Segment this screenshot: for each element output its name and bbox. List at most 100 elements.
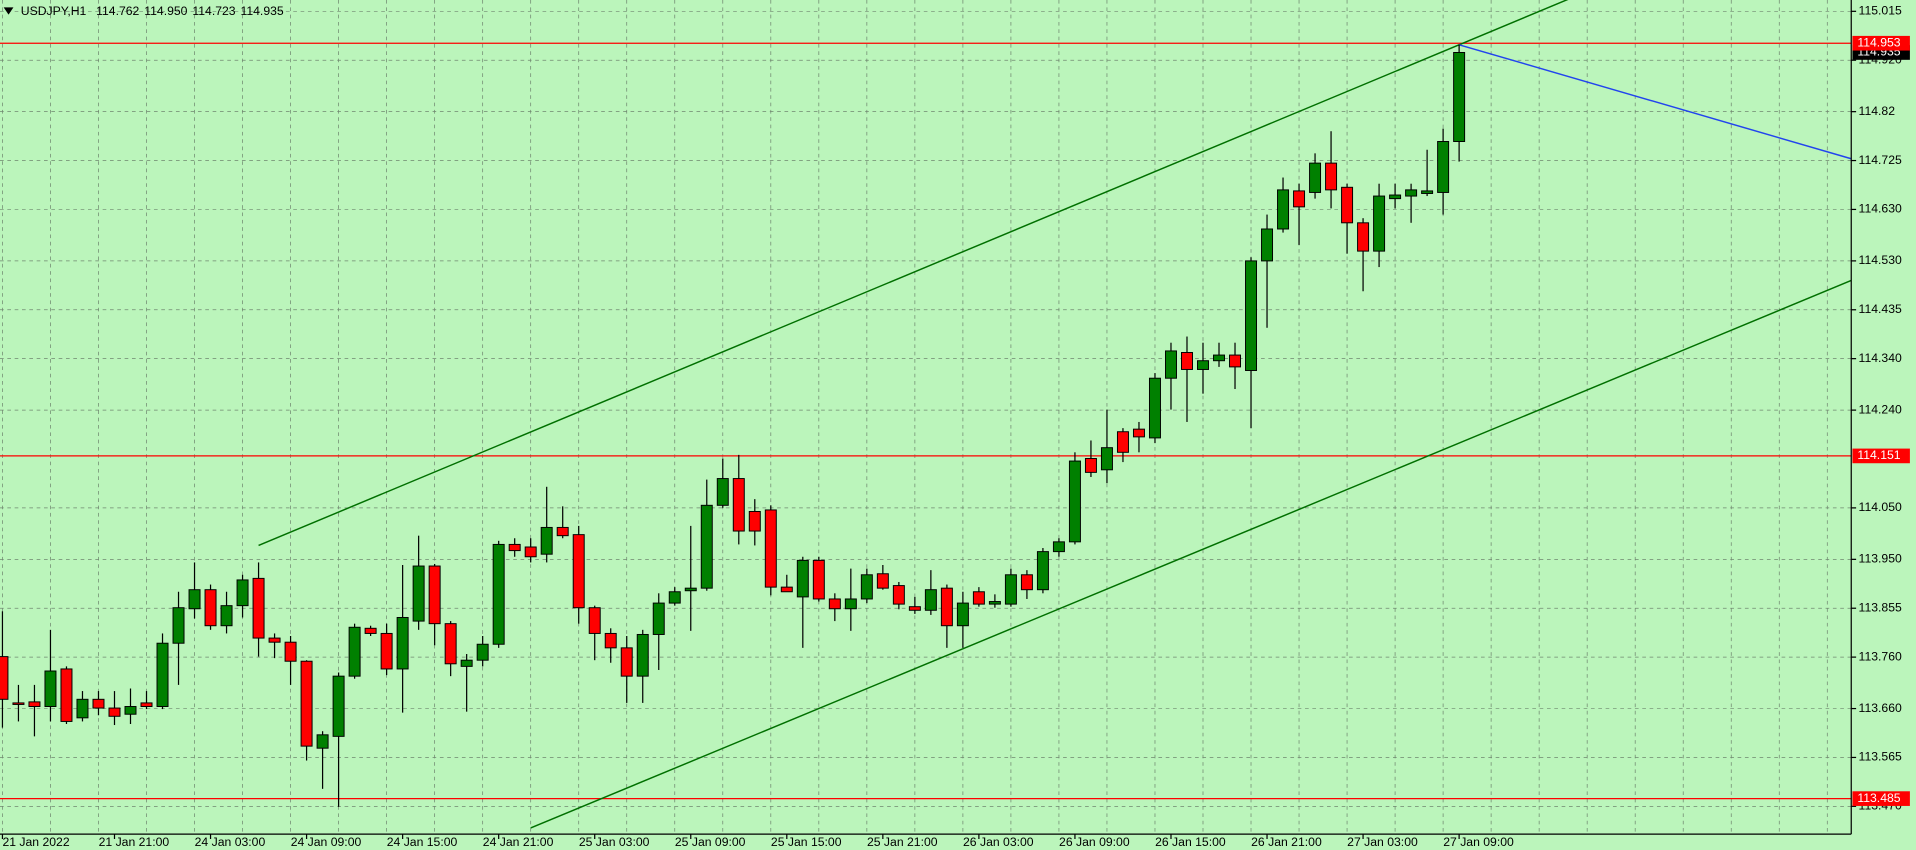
candle-body — [380, 632, 393, 670]
x-tick-label: 26 Jan 15:00 — [1155, 835, 1226, 849]
x-tick-label: 25 Jan 21:00 — [867, 835, 938, 849]
y-tick-label: 113.760 — [1859, 649, 1902, 663]
candle-body — [1148, 377, 1161, 439]
candle-body — [988, 601, 1001, 605]
candle-body — [540, 526, 553, 555]
candle-body — [1197, 360, 1209, 370]
candle-body — [1181, 351, 1193, 370]
y-tick-label: 114.240 — [1859, 402, 1902, 416]
candle-body — [972, 591, 985, 605]
x-tick-label: 25 Jan 03:00 — [579, 835, 650, 849]
drawings — [0, 0, 1852, 829]
candles — [0, 44, 1466, 807]
candle-body — [236, 579, 249, 607]
candle-body — [76, 698, 89, 719]
candle-body — [796, 559, 809, 598]
candle-body — [1052, 541, 1065, 553]
candle-body — [700, 504, 713, 589]
candle-body — [412, 565, 425, 622]
candle-body — [1132, 428, 1145, 438]
candle-body — [1229, 354, 1242, 368]
candle-body — [588, 607, 601, 634]
candle-body — [92, 698, 105, 709]
candle-body — [940, 587, 953, 627]
candle-body — [684, 587, 697, 592]
candle-body — [1405, 189, 1418, 197]
candle-body — [1261, 228, 1274, 262]
y-tick-label: 114.630 — [1859, 202, 1902, 216]
candle-body — [492, 543, 505, 645]
x-tick-label: 25 Jan 09:00 — [675, 835, 746, 849]
candle-body — [0, 656, 9, 700]
price-line-label: 113.485 — [1857, 791, 1900, 805]
header-open: 114.762 — [96, 4, 139, 18]
candle-body — [1164, 350, 1177, 379]
candle-body — [1084, 457, 1097, 473]
candle-body — [284, 641, 297, 662]
x-tick-label: 24 Jan 03:00 — [195, 835, 266, 849]
candle-body — [572, 534, 585, 609]
header: USDJPY,H1 114.762 114.950 114.723 114.935 — [21, 4, 284, 18]
candle-body — [668, 591, 681, 604]
candle-body — [172, 607, 185, 644]
candle-body — [476, 643, 489, 661]
candle-body — [604, 632, 617, 649]
y-tick-label: 113.660 — [1859, 701, 1902, 715]
x-tick-label: 21 Jan 2022 — [2, 835, 69, 849]
candle-body — [764, 509, 777, 588]
candle-body — [780, 586, 793, 593]
trend-line — [1458, 44, 1852, 160]
header-high: 114.950 — [144, 4, 187, 18]
candle-body — [1213, 354, 1225, 362]
candle-body — [28, 701, 41, 707]
candle-body — [1068, 460, 1081, 543]
candle-body — [204, 589, 217, 627]
candle-body — [924, 589, 937, 611]
candle-body — [1453, 51, 1466, 142]
candle-body — [1004, 574, 1017, 605]
candle-body — [1245, 260, 1258, 371]
candle-body — [316, 734, 329, 749]
candle-body — [156, 642, 169, 707]
candle-body — [444, 623, 457, 665]
candle-body — [844, 598, 857, 610]
price-line-label-box — [1852, 35, 1910, 51]
candle-body — [1357, 222, 1370, 252]
candle-body — [1421, 190, 1434, 194]
x-tick-label: 26 Jan 21:00 — [1251, 835, 1322, 849]
x-tick-label: 26 Jan 03:00 — [963, 835, 1034, 849]
price-line-label-box — [1852, 448, 1910, 464]
candle-body — [1341, 186, 1354, 224]
price-line-label-box — [1852, 791, 1910, 806]
candle-body — [956, 602, 969, 627]
candle-body — [428, 565, 441, 625]
y-tick-label: 113.950 — [1859, 552, 1902, 566]
x-tick-label: 27 Jan 03:00 — [1347, 835, 1418, 849]
x-tick-label: 24 Jan 21:00 — [483, 835, 554, 849]
candle-body — [636, 633, 649, 677]
trend-line — [530, 279, 1852, 829]
axes — [0, 0, 1852, 835]
candle-body — [1389, 194, 1402, 200]
candle-body — [508, 543, 521, 552]
candle-body — [188, 589, 201, 610]
candle-body — [812, 559, 825, 600]
candle-body — [348, 626, 361, 677]
y-tick-label: 113.855 — [1859, 600, 1902, 614]
candle-body — [268, 637, 281, 643]
y-tick-label: 114.435 — [1859, 302, 1902, 316]
candle-body — [396, 616, 409, 670]
candle-body — [908, 606, 921, 611]
candle-body — [860, 574, 873, 600]
x-tick-label: 27 Jan 09:00 — [1443, 835, 1514, 849]
x-tick-label: 21 Jan 21:00 — [99, 835, 170, 849]
trend-line — [258, 0, 1569, 547]
candle-body — [1293, 190, 1306, 208]
candle-body — [124, 706, 137, 715]
price-line-label: 114.151 — [1857, 448, 1900, 462]
candle-body — [108, 707, 121, 717]
candle-body — [1373, 195, 1386, 252]
header-low: 114.723 — [192, 4, 235, 18]
